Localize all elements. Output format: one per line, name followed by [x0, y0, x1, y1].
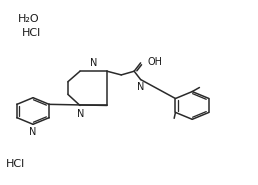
- Text: OH: OH: [148, 57, 163, 67]
- Text: N: N: [29, 127, 37, 137]
- Text: HCl: HCl: [21, 28, 41, 38]
- Text: N: N: [138, 82, 145, 92]
- Text: N: N: [77, 109, 84, 119]
- Text: N: N: [90, 58, 97, 68]
- Text: H₂O: H₂O: [18, 14, 39, 24]
- Text: HCl: HCl: [6, 159, 25, 169]
